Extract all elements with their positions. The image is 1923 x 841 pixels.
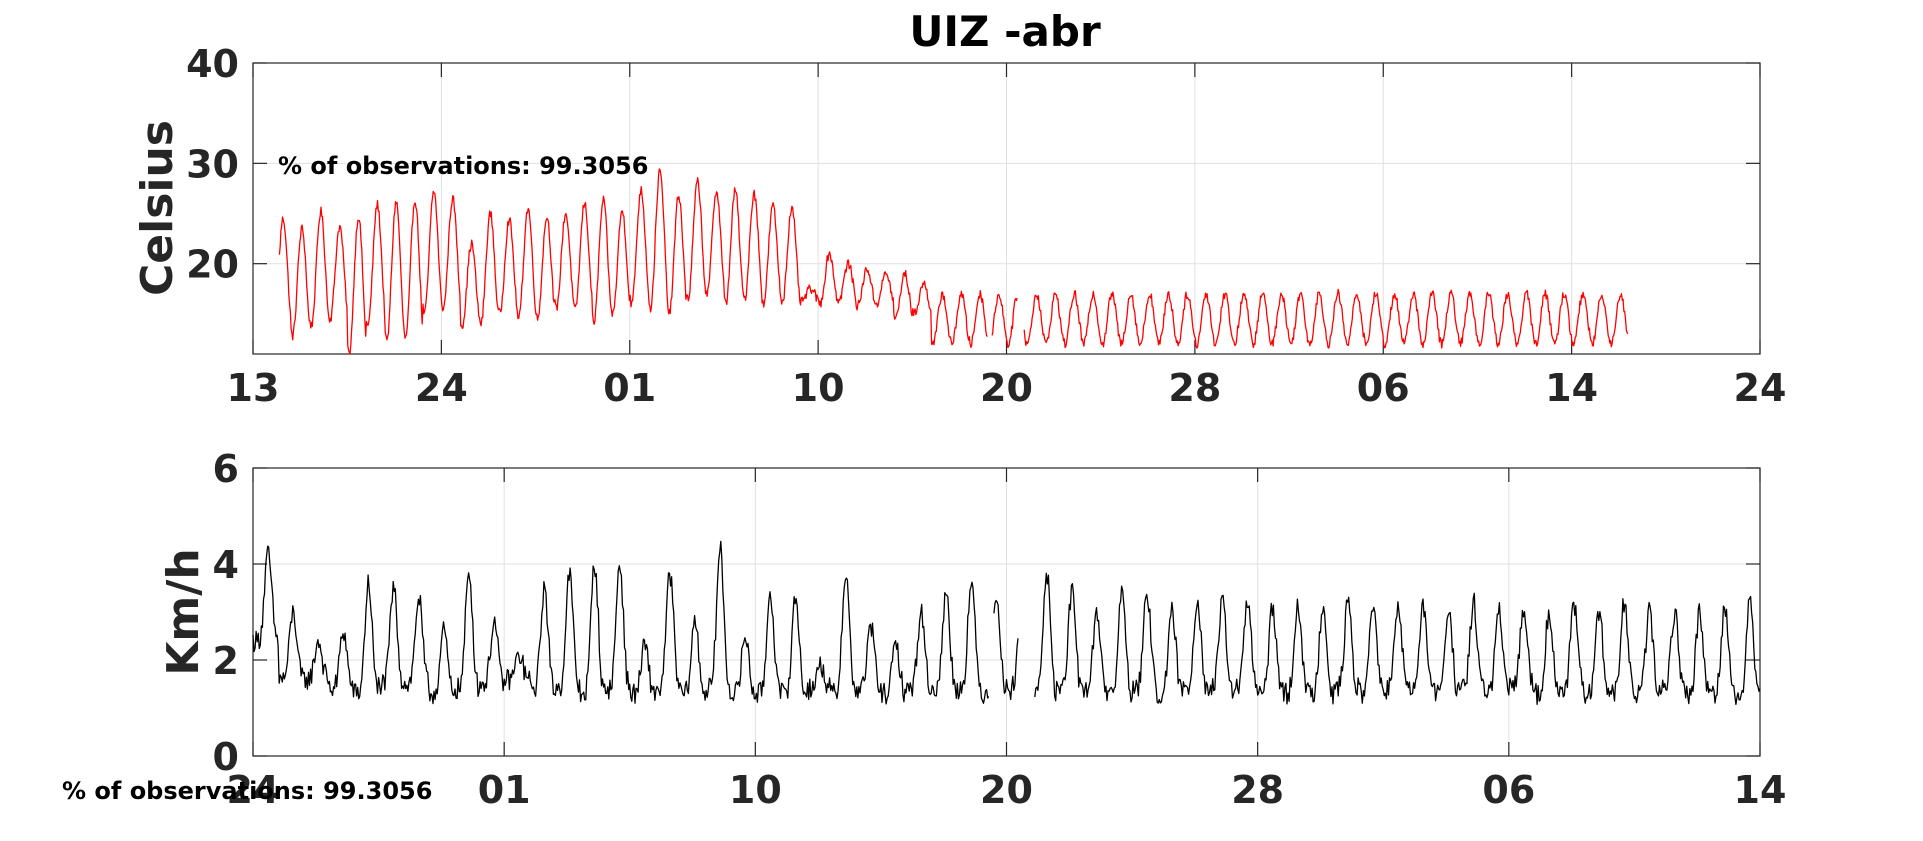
wind-y-axis-label: Km/h [158,548,209,675]
temperature-x-tick-label: 20 [980,366,1033,410]
temperature-y-tick-label: 30 [186,142,239,186]
temperature-x-tick-label: 06 [1357,366,1410,410]
temperature-x-tick-label: 01 [603,366,656,410]
temperature-observations-annotation: % of observations: 99.3056 [278,152,648,180]
temperature-x-tick-label: 10 [792,366,845,410]
wind-x-tick-label: 10 [729,768,782,812]
temperature-x-tick-label: 14 [1545,366,1598,410]
wind-x-tick-label: 14 [1734,768,1787,812]
temperature-y-tick-label: 40 [186,42,239,86]
wind-y-tick-label: 4 [213,543,239,587]
temperature-y-tick-labels: 20 30 40 [186,42,239,287]
wind-x-tick-label: 06 [1482,768,1535,812]
temperature-x-tick-label: 13 [227,366,280,410]
temperature-x-tick-label: 28 [1168,366,1221,410]
wind-observations-annotation: % of observations: 99.3056 [62,777,432,805]
temperature-y-tick-label: 20 [186,243,239,287]
chart-title: UIZ -abr [909,7,1101,56]
wind-y-tick-label: 6 [213,447,239,491]
wind-y-tick-label: 2 [213,639,239,683]
wind-x-tick-label: 28 [1231,768,1284,812]
temperature-y-axis-label: Celsius [132,120,183,296]
temperature-x-tick-label: 24 [415,366,468,410]
wind-x-tick-label: 20 [980,768,1033,812]
temperature-x-tick-labels: 13 24 01 10 20 28 06 14 24 [227,366,1787,410]
temperature-x-tick-label: 24 [1734,366,1787,410]
wind-x-tick-label: 01 [478,768,531,812]
